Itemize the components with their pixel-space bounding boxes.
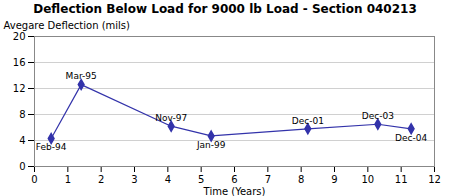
svg-text:12: 12 — [428, 174, 441, 185]
svg-text:4: 4 — [165, 174, 171, 185]
svg-text:16: 16 — [13, 57, 26, 68]
svg-text:8: 8 — [298, 174, 304, 185]
html-text:Deflection Below Load for 9000: Deflection Below Load for 9000 lb Load -… — [33, 2, 417, 16]
svg-text:12: 12 — [13, 83, 26, 94]
svg-text:Dec-01: Dec-01 — [292, 116, 324, 126]
svg-text:2: 2 — [98, 174, 104, 185]
svg-text:Dec-03: Dec-03 — [362, 111, 394, 121]
svg-text:Nov-97: Nov-97 — [155, 113, 187, 123]
svg-text:0: 0 — [31, 174, 37, 185]
svg-text:5: 5 — [198, 174, 204, 185]
svg-text:1: 1 — [65, 174, 71, 185]
svg-text:10: 10 — [361, 174, 374, 185]
svg-text:20: 20 — [13, 31, 26, 42]
svg-text:Jan-99: Jan-99 — [196, 140, 226, 150]
svg-text:Time (Years): Time (Years) — [203, 186, 266, 196]
svg-text:8: 8 — [19, 109, 25, 120]
svg-text:3: 3 — [131, 174, 137, 185]
svg-text:Feb-94: Feb-94 — [36, 142, 67, 152]
svg-text:Dec-04: Dec-04 — [395, 133, 427, 143]
svg-text:9: 9 — [331, 174, 337, 185]
svg-text:6: 6 — [231, 174, 237, 185]
svg-text:Mar-95: Mar-95 — [66, 71, 97, 81]
svg-text:0: 0 — [19, 161, 25, 172]
svg-text:Avegare Deflection (mils): Avegare Deflection (mils) — [4, 20, 131, 31]
svg-text:4: 4 — [19, 135, 25, 146]
svg-text:7: 7 — [265, 174, 271, 185]
svg-text:11: 11 — [395, 174, 408, 185]
